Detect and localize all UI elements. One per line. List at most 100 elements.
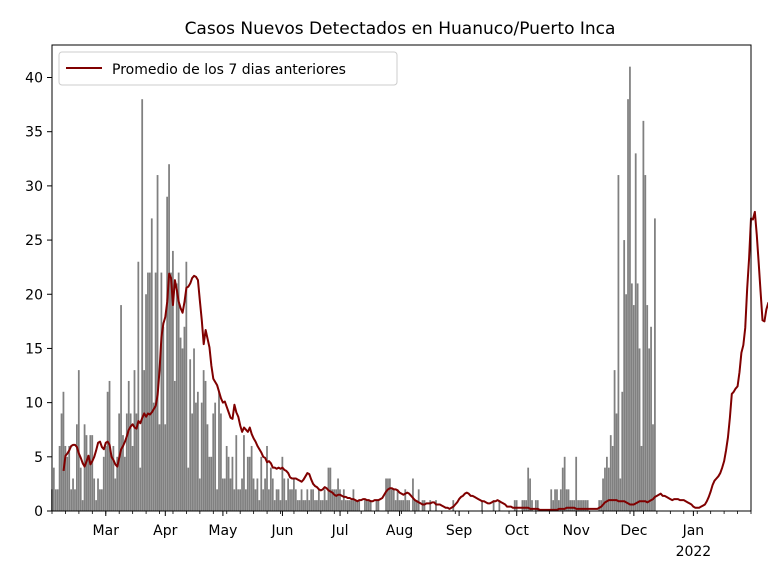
bar bbox=[354, 500, 357, 511]
bar bbox=[58, 445, 61, 511]
y-tick-label: 20 bbox=[25, 287, 43, 303]
bar bbox=[268, 489, 270, 511]
bar bbox=[181, 348, 184, 511]
bar bbox=[602, 478, 604, 511]
bar bbox=[582, 500, 585, 511]
bar bbox=[314, 500, 316, 511]
bar bbox=[218, 391, 220, 511]
bar bbox=[129, 413, 132, 511]
bar bbox=[387, 478, 389, 511]
x-tick-label: Jun bbox=[271, 523, 294, 539]
bar bbox=[609, 435, 612, 511]
bar-series bbox=[51, 66, 656, 512]
x-tick-label: Jan bbox=[682, 523, 705, 539]
bar bbox=[396, 489, 399, 511]
bar bbox=[316, 500, 318, 511]
bar bbox=[195, 402, 197, 511]
bar bbox=[279, 500, 282, 511]
x-tick-label: Nov bbox=[563, 523, 590, 539]
bar bbox=[615, 413, 618, 511]
bar bbox=[364, 500, 366, 511]
bar bbox=[283, 478, 286, 511]
bar bbox=[172, 250, 174, 511]
bar bbox=[341, 500, 343, 511]
bar bbox=[406, 500, 409, 511]
bar bbox=[573, 500, 576, 511]
bar bbox=[281, 456, 284, 511]
bar bbox=[400, 500, 403, 511]
bar bbox=[408, 500, 410, 511]
bar bbox=[187, 467, 190, 511]
bar bbox=[642, 120, 645, 512]
bar bbox=[550, 489, 553, 511]
bar bbox=[385, 478, 387, 511]
bar bbox=[525, 500, 528, 511]
bar bbox=[168, 164, 170, 511]
bar bbox=[223, 478, 226, 511]
bar bbox=[204, 380, 207, 511]
bar bbox=[317, 489, 320, 511]
bar bbox=[225, 445, 228, 511]
legend-box bbox=[58, 51, 398, 86]
bar bbox=[556, 489, 558, 511]
bar bbox=[91, 435, 94, 511]
bar bbox=[202, 370, 205, 511]
bar bbox=[348, 500, 351, 511]
bar bbox=[214, 402, 217, 511]
bar bbox=[114, 478, 117, 511]
bar bbox=[375, 500, 378, 511]
bar bbox=[189, 359, 192, 511]
bar bbox=[137, 261, 140, 511]
bar bbox=[148, 272, 151, 511]
bar bbox=[285, 500, 288, 511]
bar bbox=[335, 489, 338, 511]
bar bbox=[81, 500, 84, 511]
bar bbox=[185, 261, 188, 511]
bar bbox=[135, 413, 138, 511]
bar bbox=[584, 500, 587, 511]
y-tick-label: 5 bbox=[34, 450, 43, 466]
bar bbox=[198, 478, 201, 511]
bar bbox=[390, 489, 393, 511]
bar bbox=[634, 153, 637, 511]
bar bbox=[294, 489, 297, 511]
y-tick-label: 10 bbox=[25, 396, 43, 412]
bar bbox=[412, 478, 414, 511]
bar bbox=[389, 478, 391, 511]
bar bbox=[344, 500, 347, 511]
chart-title: Casos Nuevos Detectados en Huanuco/Puert… bbox=[185, 19, 616, 39]
bar bbox=[208, 456, 211, 511]
bar bbox=[623, 240, 626, 511]
bar bbox=[239, 489, 241, 511]
bar bbox=[120, 305, 122, 511]
bar bbox=[577, 500, 579, 511]
bar bbox=[177, 272, 180, 511]
bar bbox=[229, 478, 232, 511]
bar bbox=[293, 478, 295, 511]
bar bbox=[97, 478, 99, 511]
bar bbox=[95, 500, 97, 511]
bar bbox=[264, 478, 266, 511]
bar bbox=[66, 456, 69, 511]
bar bbox=[377, 500, 380, 511]
bar bbox=[296, 500, 299, 511]
bar bbox=[613, 370, 616, 511]
bar bbox=[629, 66, 631, 512]
bar bbox=[617, 175, 620, 512]
bar bbox=[365, 500, 368, 511]
x-tick-label: Aug bbox=[386, 523, 413, 539]
bar bbox=[102, 456, 105, 511]
bar bbox=[619, 478, 622, 511]
bar bbox=[558, 500, 560, 511]
bar bbox=[435, 500, 437, 511]
bar bbox=[302, 500, 305, 511]
bar bbox=[166, 196, 169, 511]
bar bbox=[571, 500, 574, 511]
bar bbox=[175, 283, 178, 511]
bar bbox=[581, 500, 583, 511]
bar bbox=[273, 500, 276, 511]
bar bbox=[170, 272, 172, 511]
bar bbox=[513, 500, 516, 511]
bar bbox=[291, 489, 293, 511]
